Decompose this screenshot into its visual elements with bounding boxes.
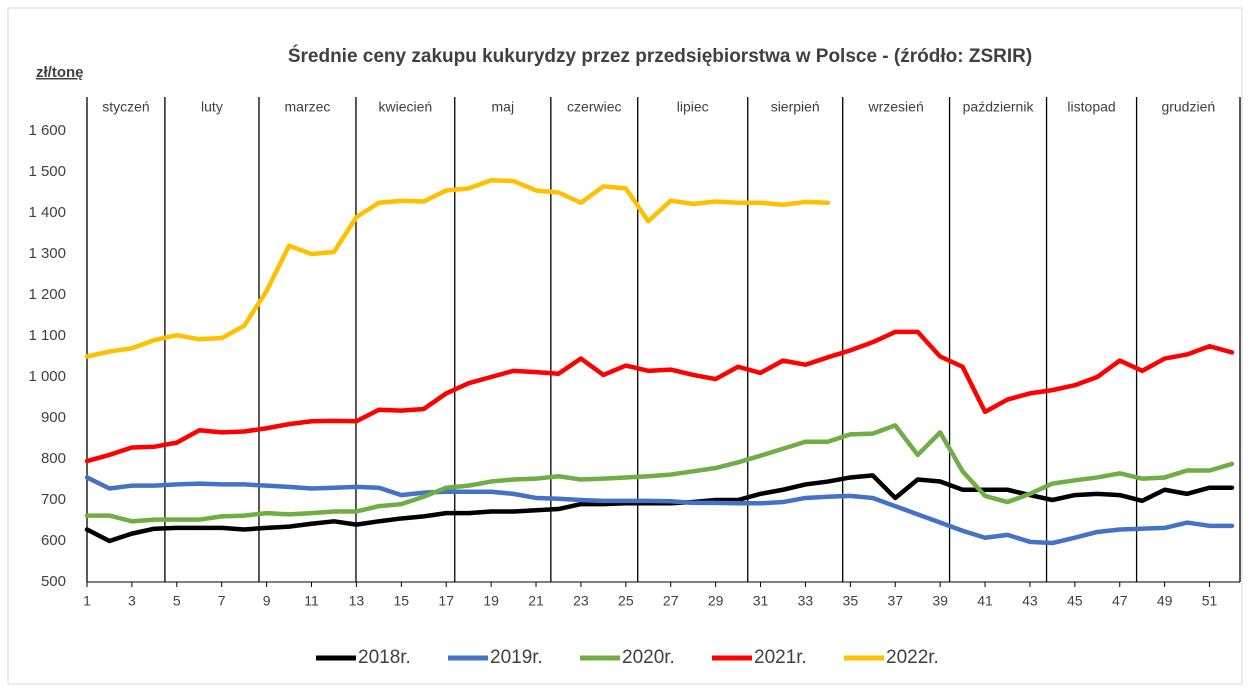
y-tick-label: 900 [41,409,66,426]
x-tick-label: 3 [128,593,136,609]
month-label: sierpień [771,99,820,115]
x-tick-label: 49 [1157,593,1173,609]
month-label: kwiecień [379,99,433,115]
x-tick-label: 41 [977,593,993,609]
x-tick-label: 31 [753,593,769,609]
month-label: styczeń [102,99,149,115]
y-tick-label: 1 400 [28,204,66,221]
chart-border [7,7,1243,685]
month-label: wrzesień [868,99,924,115]
y-tick-label: 500 [41,573,66,590]
legend-label: 2020r. [622,647,675,668]
x-tick-label: 9 [263,593,271,609]
series-line [84,475,1235,546]
x-tick-label: 15 [394,593,410,609]
month-label: luty [201,99,223,115]
y-tick-label: 800 [41,450,66,467]
x-tick-label: 43 [1022,593,1038,609]
x-tick-label: 47 [1112,593,1128,609]
x-tick-label: 19 [483,593,499,609]
y-tick-label: 1 200 [28,286,66,303]
series-line [84,177,831,359]
legend-label: 2022r. [886,647,939,668]
x-tick-label: 39 [932,593,948,609]
month-label: lipiec [677,99,709,115]
chart-title: Średnie ceny zakupu kukurydzy przez prze… [288,45,1032,67]
legend-label: 2019r. [490,647,543,668]
x-tick-label: 35 [843,593,859,609]
month-label: listopad [1067,99,1115,115]
x-tick-label: 23 [573,593,589,609]
x-tick-label: 33 [798,593,814,609]
x-tick-label: 17 [438,593,454,609]
x-tick-label: 37 [887,593,903,609]
x-tick-label: 51 [1202,593,1218,609]
x-tick-label: 21 [528,593,544,609]
legend-label: 2021r. [754,647,807,668]
y-tick-label: 1 500 [28,163,66,180]
x-tick-label: 13 [349,593,365,609]
x-tick-label: 45 [1067,593,1083,609]
series-line [84,473,1235,544]
x-tick-label: 11 [304,593,319,609]
x-tick-label: 5 [173,593,181,609]
month-label: grudzień [1161,99,1215,115]
x-tick-label: 7 [218,593,226,609]
x-tick-label: 25 [618,593,634,609]
month-label: czerwiec [567,99,621,115]
y-tick-label: 700 [41,491,66,508]
y-tick-label: 1 000 [28,368,66,385]
y-axis-title: zł/tonę [36,64,84,81]
y-tick-label: 1 300 [28,245,66,262]
month-label: marzec [285,99,331,115]
y-tick-label: 600 [41,532,66,549]
legend-label: 2018r. [358,647,411,668]
month-label: październik [963,99,1035,115]
series-line [84,329,1235,464]
month-label: maj [492,99,515,115]
series-line [84,423,1235,524]
x-tick-label: 27 [663,593,679,609]
y-tick-label: 1 100 [28,327,66,344]
x-tick-label: 29 [708,593,724,609]
y-tick-label: 1 600 [28,122,66,139]
x-tick-label: 1 [83,593,91,609]
